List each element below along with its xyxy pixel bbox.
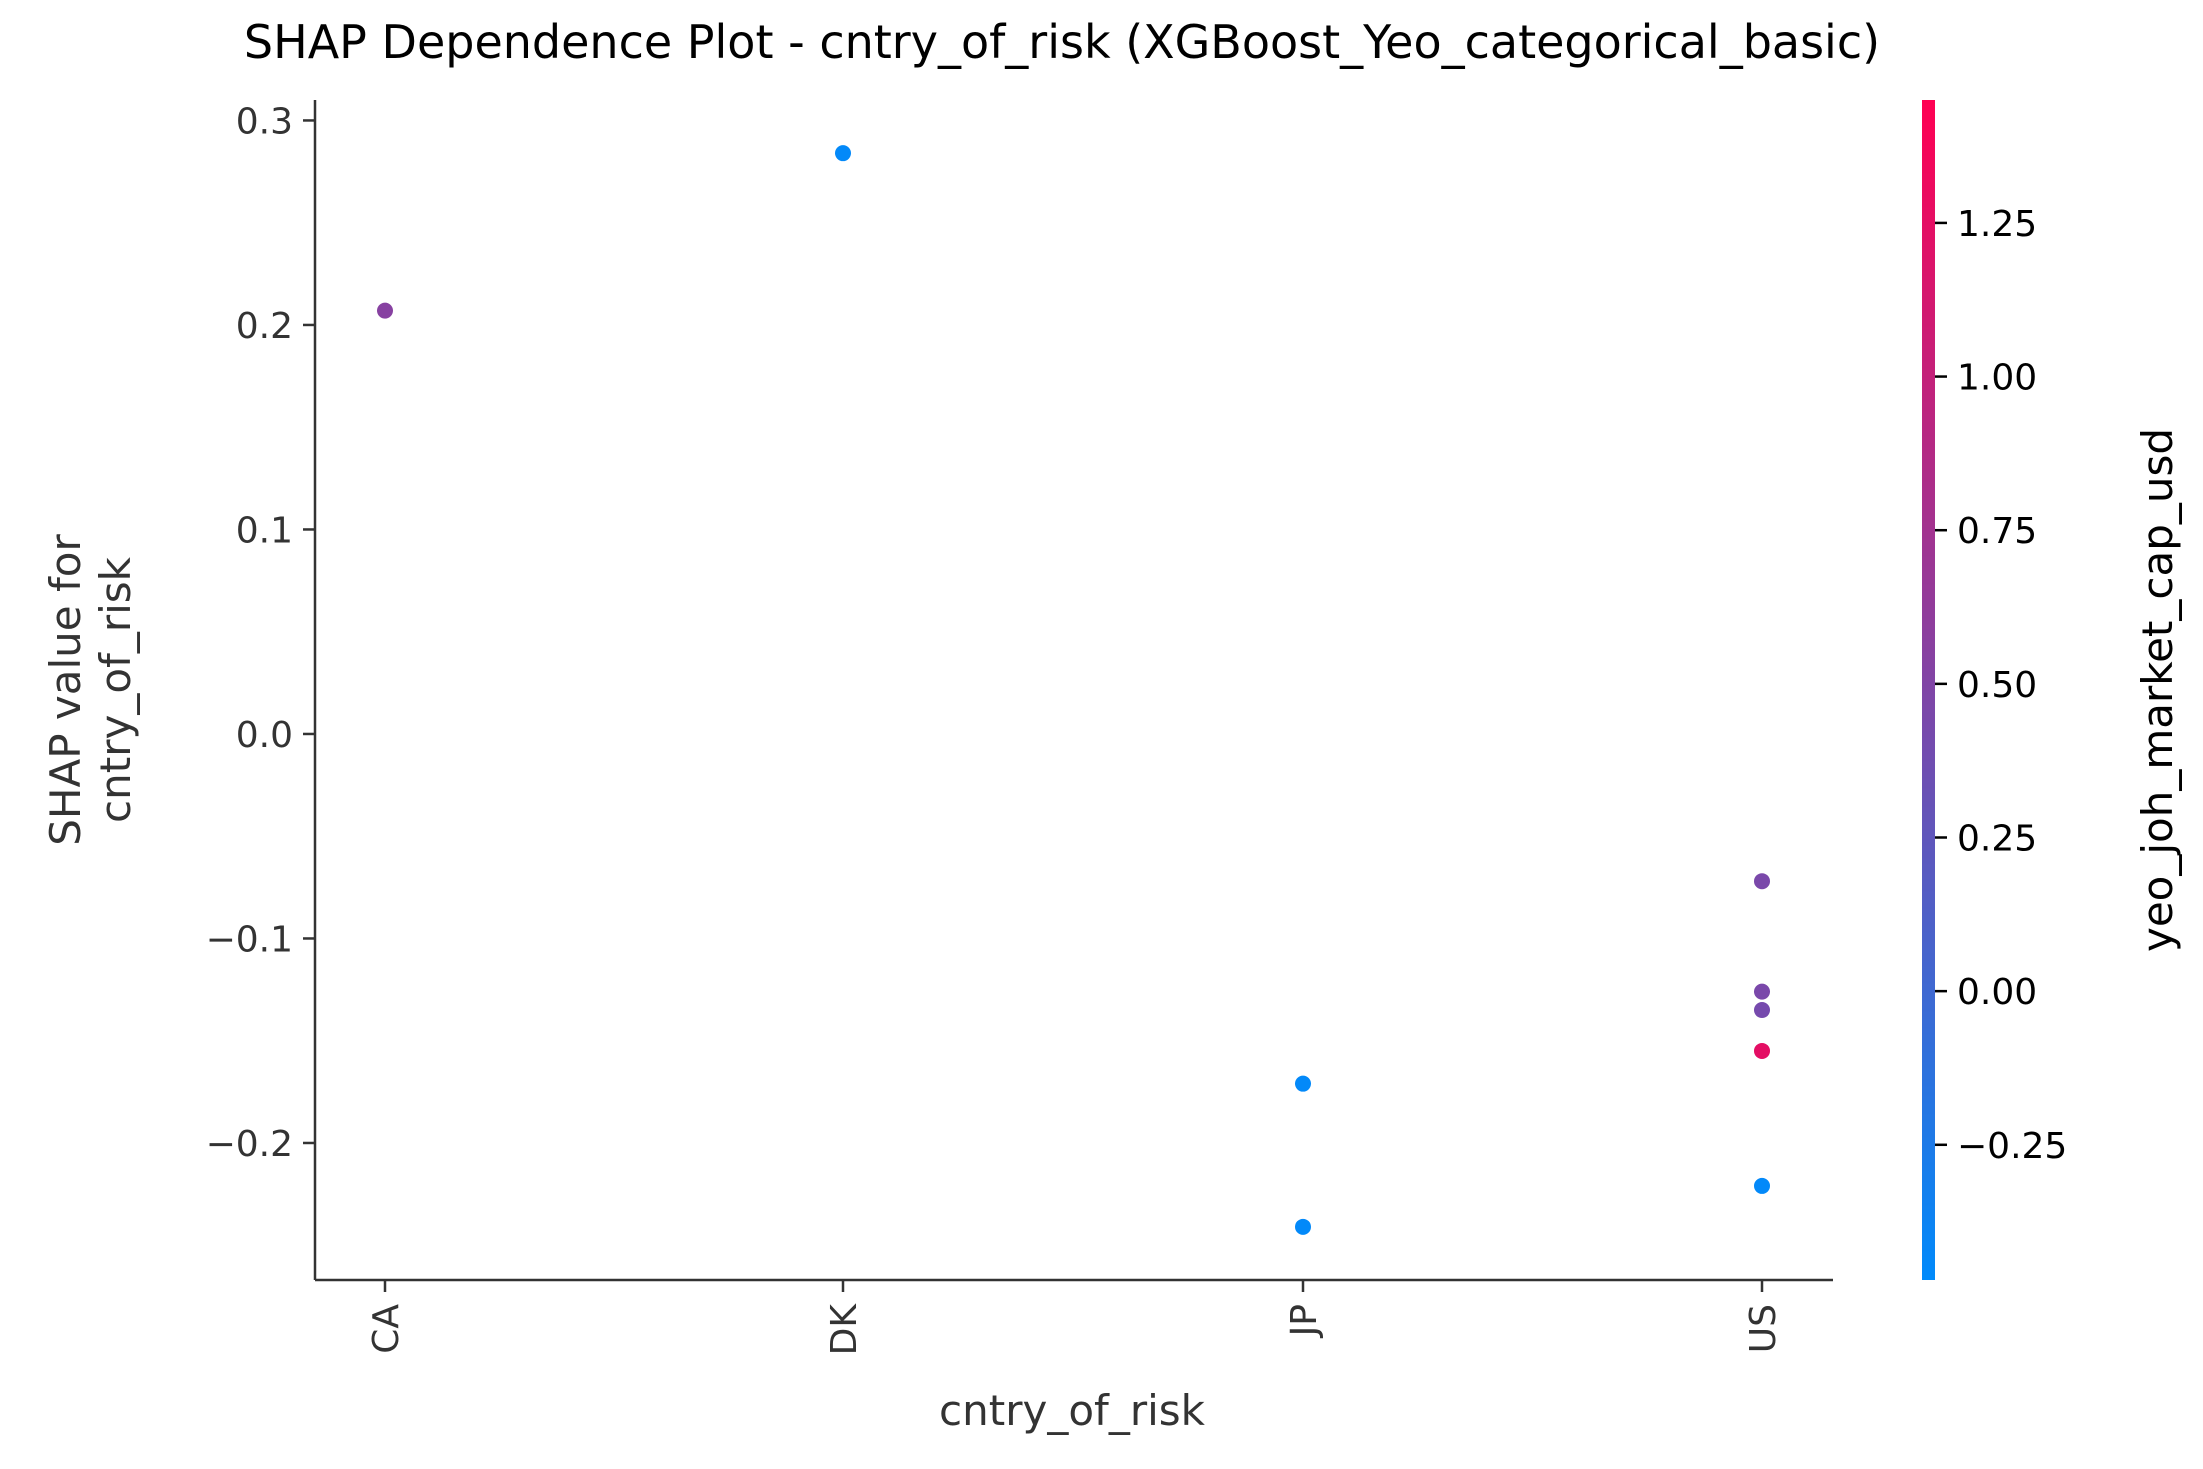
data-point <box>1754 1002 1770 1019</box>
data-point <box>1754 1042 1770 1059</box>
y-axis-label-line-2: cntry_of_risk <box>91 556 140 823</box>
y-tick-label: 0.0 <box>236 715 293 756</box>
colorbar: 1.25 1.00 0.75 0.50 0.25 0.00 −0.25 yeo_joh_mar… <box>1922 100 2182 1280</box>
y-axis-label: SHAP value for cntry_of_risk <box>41 534 140 846</box>
data-point <box>1754 1177 1770 1194</box>
plot-area: 0.3 0.2 0.1 0.0 −0.1 −0.2 CA DK JP US <box>206 100 1833 1355</box>
data-point <box>835 145 851 162</box>
colorbar-tick-label: −0.25 <box>1957 1126 2067 1167</box>
colorbar-tick-label: 0.50 <box>1957 665 2037 706</box>
data-point <box>1754 983 1770 1000</box>
y-tick-label: −0.1 <box>206 919 293 960</box>
data-point <box>1295 1075 1311 1092</box>
colorbar-tick-label: 0.75 <box>1957 511 2037 552</box>
y-tick-label: 0.2 <box>236 306 293 347</box>
chart-title: SHAP Dependence Plot - cntry_of_risk (XG… <box>244 15 1880 69</box>
colorbar-tick-label: 1.25 <box>1957 204 2037 245</box>
data-point <box>377 302 393 319</box>
y-axis-label-line-1: SHAP value for <box>41 534 90 846</box>
data-point <box>1754 873 1770 890</box>
colorbar-label: yeo_joh_market_cap_usd <box>2133 428 2182 952</box>
y-tick-label: −0.2 <box>206 1124 293 1165</box>
data-point <box>1295 1218 1311 1235</box>
x-tick-label: DK <box>824 1303 865 1356</box>
y-tick-label: 0.3 <box>236 101 293 142</box>
x-axis-label: cntry_of_risk <box>939 1386 1206 1435</box>
y-tick-label: 0.1 <box>236 510 293 551</box>
x-tick-label: JP <box>1284 1304 1325 1338</box>
x-tick-label: US <box>1743 1304 1784 1353</box>
colorbar-tick-label: 1.00 <box>1957 358 2037 399</box>
colorbar-gradient <box>1922 100 1935 1280</box>
colorbar-tick-label: 0.00 <box>1957 972 2037 1013</box>
x-tick-label: CA <box>366 1304 407 1354</box>
colorbar-tick-label: 0.25 <box>1957 819 2037 860</box>
